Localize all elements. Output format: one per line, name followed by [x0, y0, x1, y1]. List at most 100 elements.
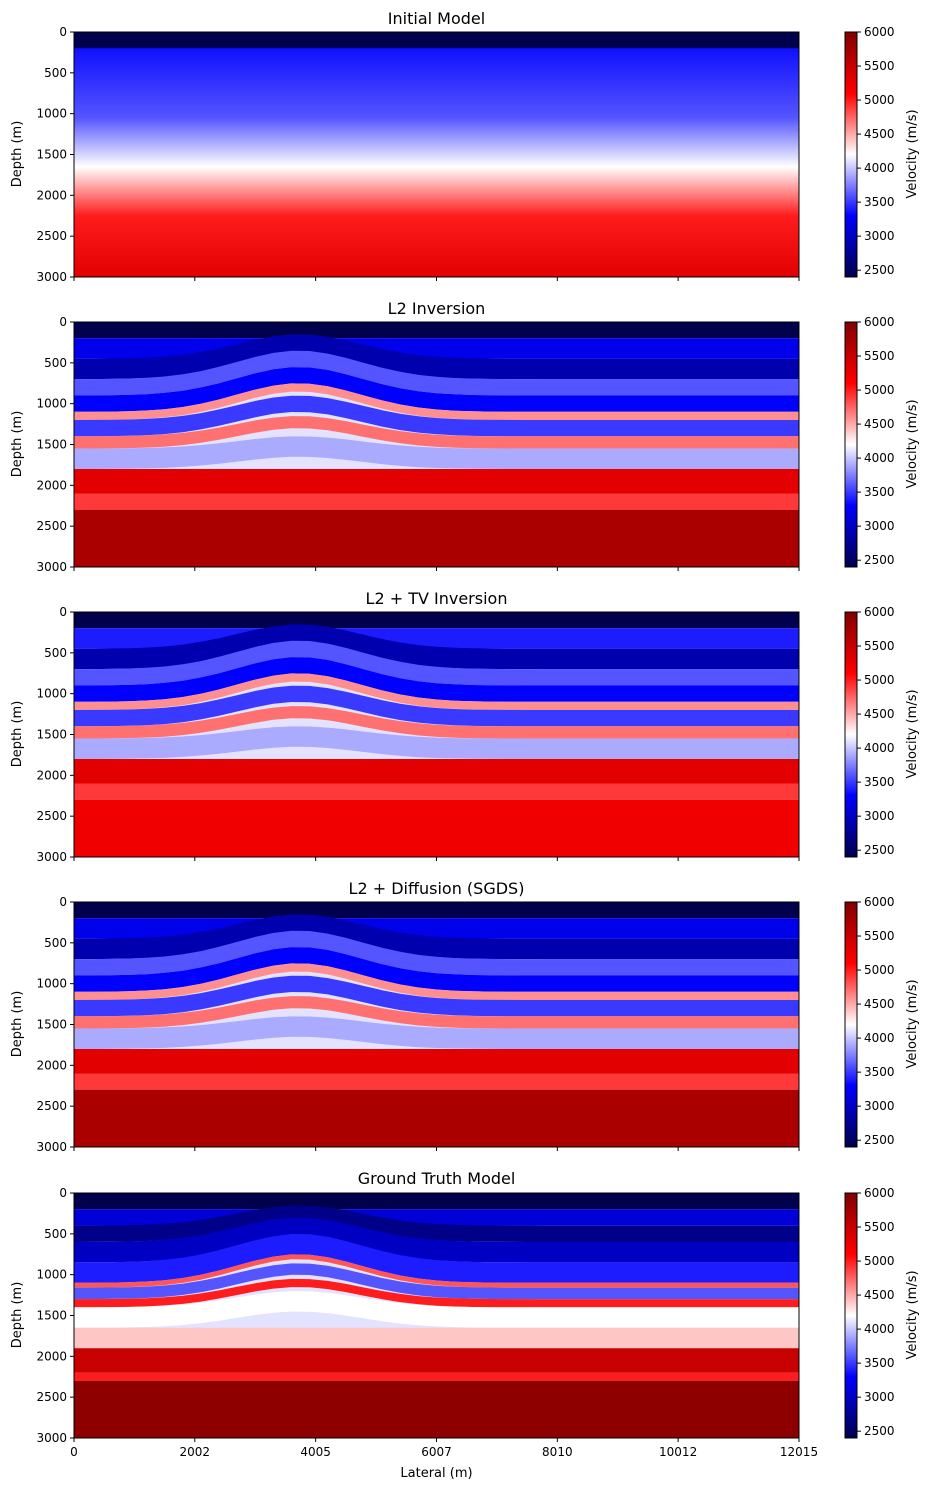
y-tick-label: 0: [59, 605, 67, 619]
colorbar: [844, 321, 858, 568]
y-tick-label: 3000: [36, 1140, 67, 1154]
colorbar-label: Velocity (m/s): [905, 979, 920, 1068]
colorbar-tick-label: 5500: [864, 59, 895, 73]
y-tick-label: 1000: [36, 397, 67, 411]
colorbar: [844, 31, 858, 278]
velocity-layer: [74, 640, 799, 686]
velocity-layer: [74, 469, 799, 494]
colorbar-tick-label: 5000: [864, 1254, 895, 1268]
y-axis-label: Depth (m): [10, 411, 25, 478]
y-tick-label: 1000: [36, 687, 67, 701]
x-tick-label: 0: [70, 1445, 78, 1459]
y-axis-label: Depth (m): [10, 701, 25, 768]
colorbar-tick-label: 6000: [864, 25, 895, 39]
y-tick-label: 2000: [36, 478, 67, 492]
velocity-layer: [74, 930, 799, 976]
y-tick-label: 1500: [36, 1018, 67, 1032]
panel-l2-tv-inversion: L2 + TV Inversion Depth (m) Velocity (m/…: [10, 589, 920, 864]
velocity-layer: [74, 1278, 799, 1308]
panel-l2-diffusion-sgds: L2 + Diffusion (SGDS) Depth (m) Velocity…: [10, 879, 920, 1154]
velocity-layer: [74, 914, 799, 960]
y-tick-label: 1500: [36, 1309, 67, 1323]
y-axis-label: Depth (m): [10, 991, 25, 1058]
velocity-layer: [74, 1089, 799, 1147]
velocity-layer: [74, 1348, 799, 1373]
colorbar-tick-label: 4500: [864, 127, 895, 141]
velocity-layer: [74, 612, 799, 629]
colorbar-tick-label: 5500: [864, 929, 895, 943]
y-tick-label: 500: [44, 936, 67, 950]
panel-initial-model: Initial Model Depth (m) Velocity (m/s) 0…: [10, 9, 920, 284]
velocity-layer: [74, 1193, 799, 1210]
colorbar-tick-label: 3500: [864, 1356, 895, 1370]
velocity-layer: [74, 383, 799, 420]
x-tick-label: 2002: [180, 1445, 211, 1459]
y-tick-label: 3000: [36, 270, 67, 284]
colorbar-tick-label: 2500: [864, 553, 895, 567]
velocity-layer: [74, 1263, 799, 1300]
velocity-layer: [74, 1372, 799, 1381]
y-tick-label: 3000: [36, 560, 67, 574]
colorbar-tick-label: 5500: [864, 1220, 895, 1234]
y-tick-label: 2500: [36, 519, 67, 533]
y-tick-label: 500: [44, 356, 67, 370]
velocity-layer: [74, 1073, 799, 1090]
colorbar-label: Velocity (m/s): [905, 399, 920, 488]
colorbar-tick-label: 3500: [864, 775, 895, 789]
velocity-layer: [74, 395, 799, 437]
y-tick-label: 0: [59, 895, 67, 909]
velocity-layer: [74, 1327, 799, 1349]
y-tick-label: 500: [44, 646, 67, 660]
colorbar-tick-label: 6000: [864, 605, 895, 619]
colorbar-tick-label: 4000: [864, 451, 895, 465]
velocity-layer: [74, 624, 799, 670]
velocity-layer: [74, 1016, 799, 1049]
colorbar-tick-label: 3500: [864, 195, 895, 209]
panel-title: L2 + Diffusion (SGDS): [349, 879, 525, 898]
y-tick-label: 1000: [36, 107, 67, 121]
x-axis-label: Lateral (m): [400, 1466, 472, 1481]
colorbar-label: Velocity (m/s): [905, 109, 920, 198]
colorbar: [844, 901, 858, 1148]
y-tick-label: 1500: [36, 438, 67, 452]
colorbar-tick-label: 4500: [864, 997, 895, 1011]
x-tick-label: 8010: [542, 1445, 573, 1459]
velocity-layer: [74, 783, 799, 800]
x-tick-label: 4005: [300, 1445, 331, 1459]
y-axis-label: Depth (m): [10, 121, 25, 188]
colorbar-tick-label: 4000: [864, 1031, 895, 1045]
colorbar-tick-label: 4000: [864, 1322, 895, 1336]
y-tick-label: 2500: [36, 1390, 67, 1404]
y-tick-label: 2500: [36, 1099, 67, 1113]
colorbar-tick-label: 5000: [864, 93, 895, 107]
y-tick-label: 2000: [36, 1058, 67, 1072]
velocity-layer: [74, 367, 799, 412]
colorbar-tick-label: 4000: [864, 741, 895, 755]
panel-ground-truth-model: Ground Truth Model Depth (m) Velocity (m…: [10, 1169, 920, 1459]
panel-title: L2 Inversion: [388, 299, 486, 318]
y-tick-label: 2500: [36, 809, 67, 823]
colorbar-tick-label: 5000: [864, 673, 895, 687]
velocity-layer: [74, 685, 799, 727]
velocity-layer: [74, 799, 799, 857]
y-tick-label: 2000: [36, 1349, 67, 1363]
y-tick-label: 2500: [36, 229, 67, 243]
colorbar-tick-label: 6000: [864, 315, 895, 329]
velocity-layer: [74, 1291, 799, 1328]
velocity-gradient: [74, 32, 799, 277]
velocity-layer: [74, 350, 799, 396]
velocity-layer: [74, 1049, 799, 1074]
velocity-layer: [74, 1205, 799, 1242]
y-tick-label: 0: [59, 315, 67, 329]
y-tick-label: 2000: [36, 768, 67, 782]
velocity-layer: [74, 902, 799, 919]
panel-title: L2 + TV Inversion: [366, 589, 508, 608]
colorbar-tick-label: 5000: [864, 963, 895, 977]
colorbar-tick-label: 4500: [864, 707, 895, 721]
y-tick-label: 3000: [36, 850, 67, 864]
velocity-layer: [74, 947, 799, 992]
velocity-layer: [74, 1217, 799, 1263]
panel-l2-inversion: L2 Inversion Depth (m) Velocity (m/s) 0 5…: [10, 299, 920, 574]
colorbar-tick-label: 6000: [864, 1186, 895, 1200]
